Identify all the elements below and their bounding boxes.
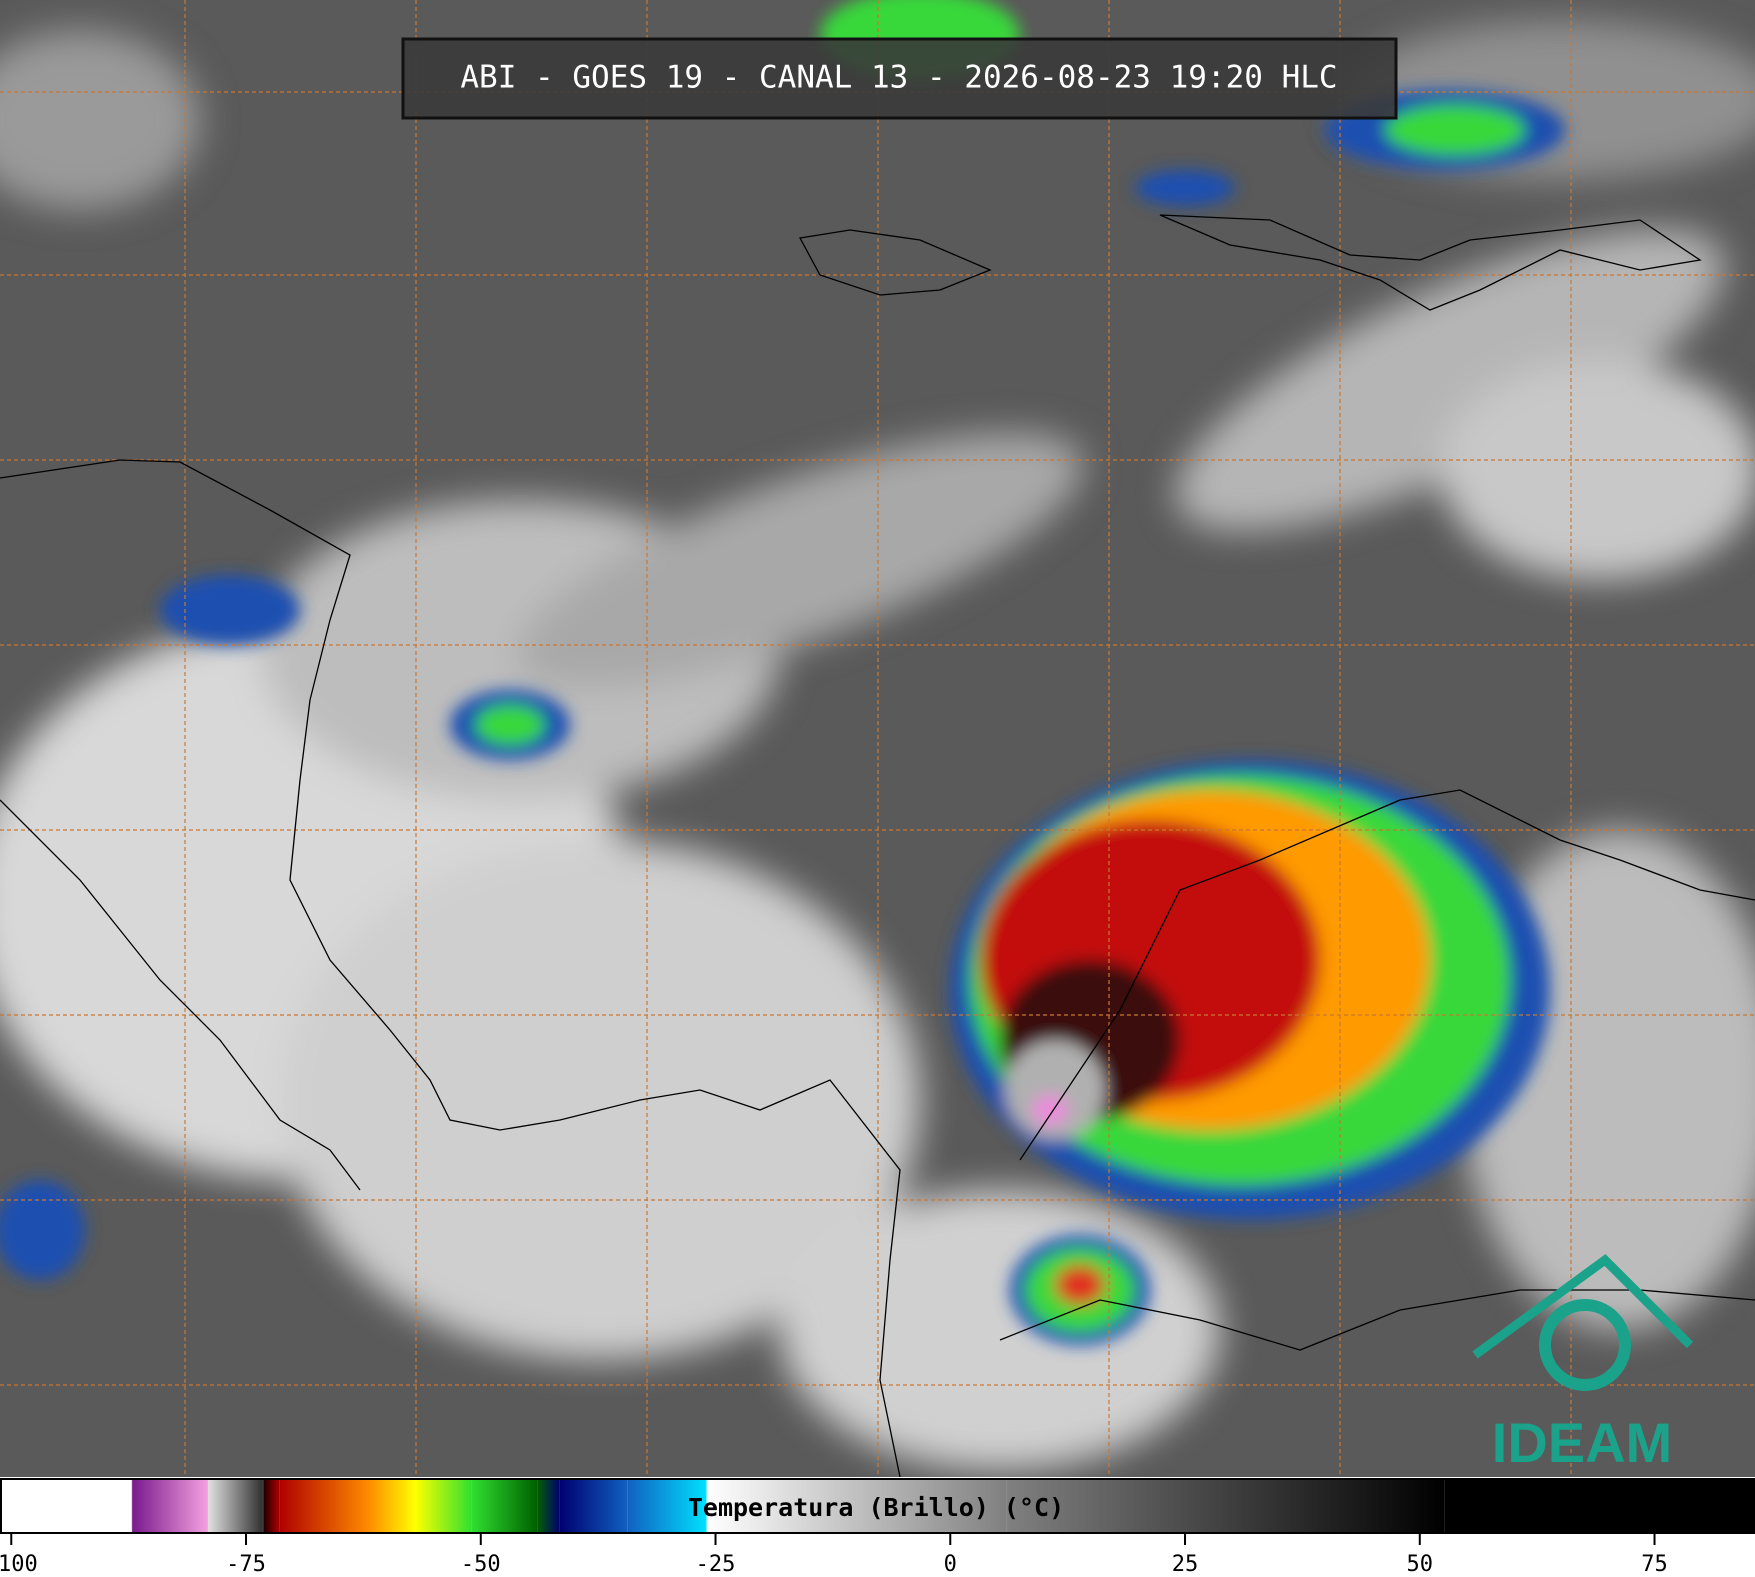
colorbar-segment: [279, 1479, 370, 1533]
tick-label: -75: [226, 1552, 266, 1577]
grid: [0, 0, 1755, 1477]
colorbar-segment: [369, 1479, 416, 1533]
tick-label: 0: [944, 1552, 957, 1577]
map: IDEAM ABI - GOES 19 - CANAL 13 - 2026-08…: [0, 0, 1755, 1478]
colorbar-segment: [0, 1479, 132, 1533]
logo: IDEAM: [1472, 1254, 1694, 1474]
title-box: [401, 37, 1398, 120]
colorbar-segment: [262, 1479, 264, 1533]
tick-label: -50: [461, 1552, 501, 1577]
title: ABI - GOES 19 - CANAL 13 - 2026-08-23 19…: [460, 60, 1337, 96]
colorbar-segment: [132, 1479, 208, 1533]
colorbar-segment: [706, 1479, 708, 1533]
convective-system: [0, 0, 1565, 1345]
colorbar-segment: [1444, 1479, 1755, 1533]
logo-text: IDEAM: [1492, 1411, 1672, 1474]
tick-label: -25: [696, 1552, 736, 1577]
colorbar: -100 -75 -50 -25 0 25 50 75: [0, 1477, 1755, 1577]
tick-label: 75: [1641, 1552, 1668, 1577]
colorbar-segment: [707, 1479, 1007, 1533]
colorbar-frame: [0, 1478, 1755, 1534]
colorbar-segment: [537, 1479, 560, 1533]
colorbar-segment: [1006, 1479, 1445, 1533]
colorbar-label: Temperatura (Brillo) (°C): [688, 1493, 1064, 1522]
colorbar-segment: [131, 1479, 133, 1533]
colorbar-segment: [471, 1479, 538, 1533]
colorbar-segment: [559, 1479, 628, 1533]
colorbar-segment: [208, 1479, 263, 1533]
coastlines: [0, 214, 1755, 1478]
colorbar-segment: [207, 1479, 209, 1533]
colorbar-segment: [415, 1479, 472, 1533]
tick-label: -100: [0, 1552, 38, 1577]
colorbar-segment: [627, 1479, 707, 1533]
tick-label: 50: [1407, 1552, 1434, 1577]
tick-label: 25: [1172, 1552, 1199, 1577]
colorbar-segment: [263, 1479, 280, 1533]
